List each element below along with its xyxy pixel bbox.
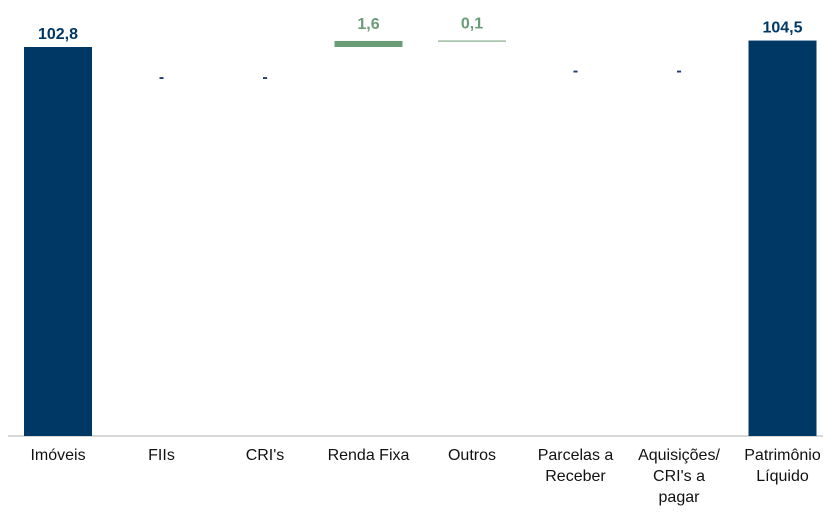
category-label: CRI's (246, 447, 285, 464)
data-label: 104,5 (762, 20, 802, 37)
category-label: Aquisições/CRI's a pagar (638, 447, 720, 506)
bar-increase (438, 40, 506, 42)
category-label-line: CRI's a (653, 468, 705, 485)
category-label: Patrimônio Líquido (744, 447, 821, 485)
data-label: 0,1 (461, 16, 483, 33)
category-label-line: Receber (545, 468, 606, 485)
data-label: 1,6 (357, 16, 379, 33)
bar-total (24, 47, 92, 436)
category-label-line: CRI's (246, 447, 285, 464)
category-label: Parcelas a Receber (538, 447, 614, 485)
category-label: Renda Fixa (328, 447, 410, 464)
category-label: Imóveis (30, 447, 85, 464)
category-label-line: Renda Fixa (328, 447, 410, 464)
category-label-line: Líquido (756, 468, 809, 485)
data-label: 102,8 (38, 26, 78, 43)
bar-total (748, 40, 817, 437)
category-label-line: Patrimônio (744, 447, 821, 464)
data-label: - (676, 63, 681, 80)
data-label: - (159, 69, 164, 86)
bar-increase (334, 40, 403, 47)
category-label-line: Aquisições/ (638, 447, 720, 464)
category-label-line: pagar (659, 489, 701, 506)
category-label: FIIs (148, 447, 175, 464)
category-label-line: Imóveis (30, 447, 85, 464)
data-label: - (573, 63, 578, 80)
category-label-line: Outros (448, 447, 496, 464)
data-label: - (262, 69, 267, 86)
category-label-line: Parcelas a (538, 447, 614, 464)
category-label-line: FIIs (148, 447, 175, 464)
category-label: Outros (448, 447, 496, 464)
